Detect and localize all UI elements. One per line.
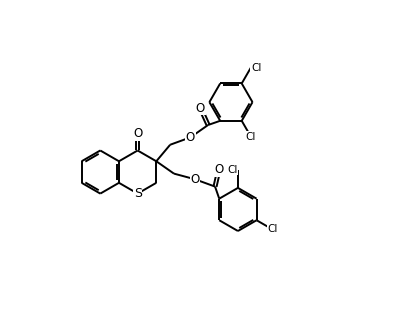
Text: Cl: Cl (267, 224, 278, 234)
Text: Cl: Cl (251, 63, 261, 73)
Text: O: O (133, 127, 142, 140)
Text: Cl: Cl (246, 132, 256, 142)
Text: Cl: Cl (228, 165, 238, 175)
Text: O: O (214, 163, 223, 176)
Text: O: O (190, 173, 199, 186)
Text: S: S (134, 187, 141, 200)
Text: O: O (186, 131, 195, 144)
Text: O: O (196, 102, 205, 115)
